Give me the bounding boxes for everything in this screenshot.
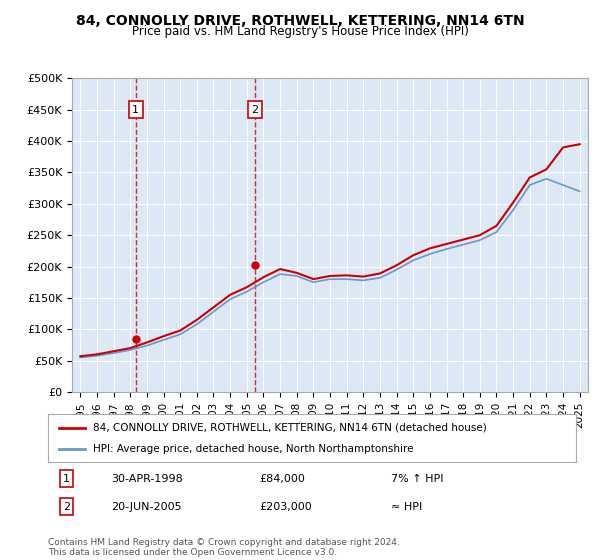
Text: 7% ↑ HPI: 7% ↑ HPI	[391, 474, 444, 484]
Text: Price paid vs. HM Land Registry's House Price Index (HPI): Price paid vs. HM Land Registry's House …	[131, 25, 469, 38]
Text: 84, CONNOLLY DRIVE, ROTHWELL, KETTERING, NN14 6TN (detached house): 84, CONNOLLY DRIVE, ROTHWELL, KETTERING,…	[93, 423, 487, 433]
Text: £84,000: £84,000	[259, 474, 305, 484]
Text: 1: 1	[132, 105, 139, 115]
Text: 20-JUN-2005: 20-JUN-2005	[112, 502, 182, 512]
Text: £203,000: £203,000	[259, 502, 312, 512]
Text: 84, CONNOLLY DRIVE, ROTHWELL, KETTERING, NN14 6TN: 84, CONNOLLY DRIVE, ROTHWELL, KETTERING,…	[76, 14, 524, 28]
Text: 30-APR-1998: 30-APR-1998	[112, 474, 183, 484]
Text: 2: 2	[251, 105, 259, 115]
Text: HPI: Average price, detached house, North Northamptonshire: HPI: Average price, detached house, Nort…	[93, 444, 413, 454]
Text: Contains HM Land Registry data © Crown copyright and database right 2024.
This d: Contains HM Land Registry data © Crown c…	[48, 538, 400, 557]
Text: ≈ HPI: ≈ HPI	[391, 502, 422, 512]
Text: 1: 1	[63, 474, 70, 484]
Text: 2: 2	[63, 502, 70, 512]
